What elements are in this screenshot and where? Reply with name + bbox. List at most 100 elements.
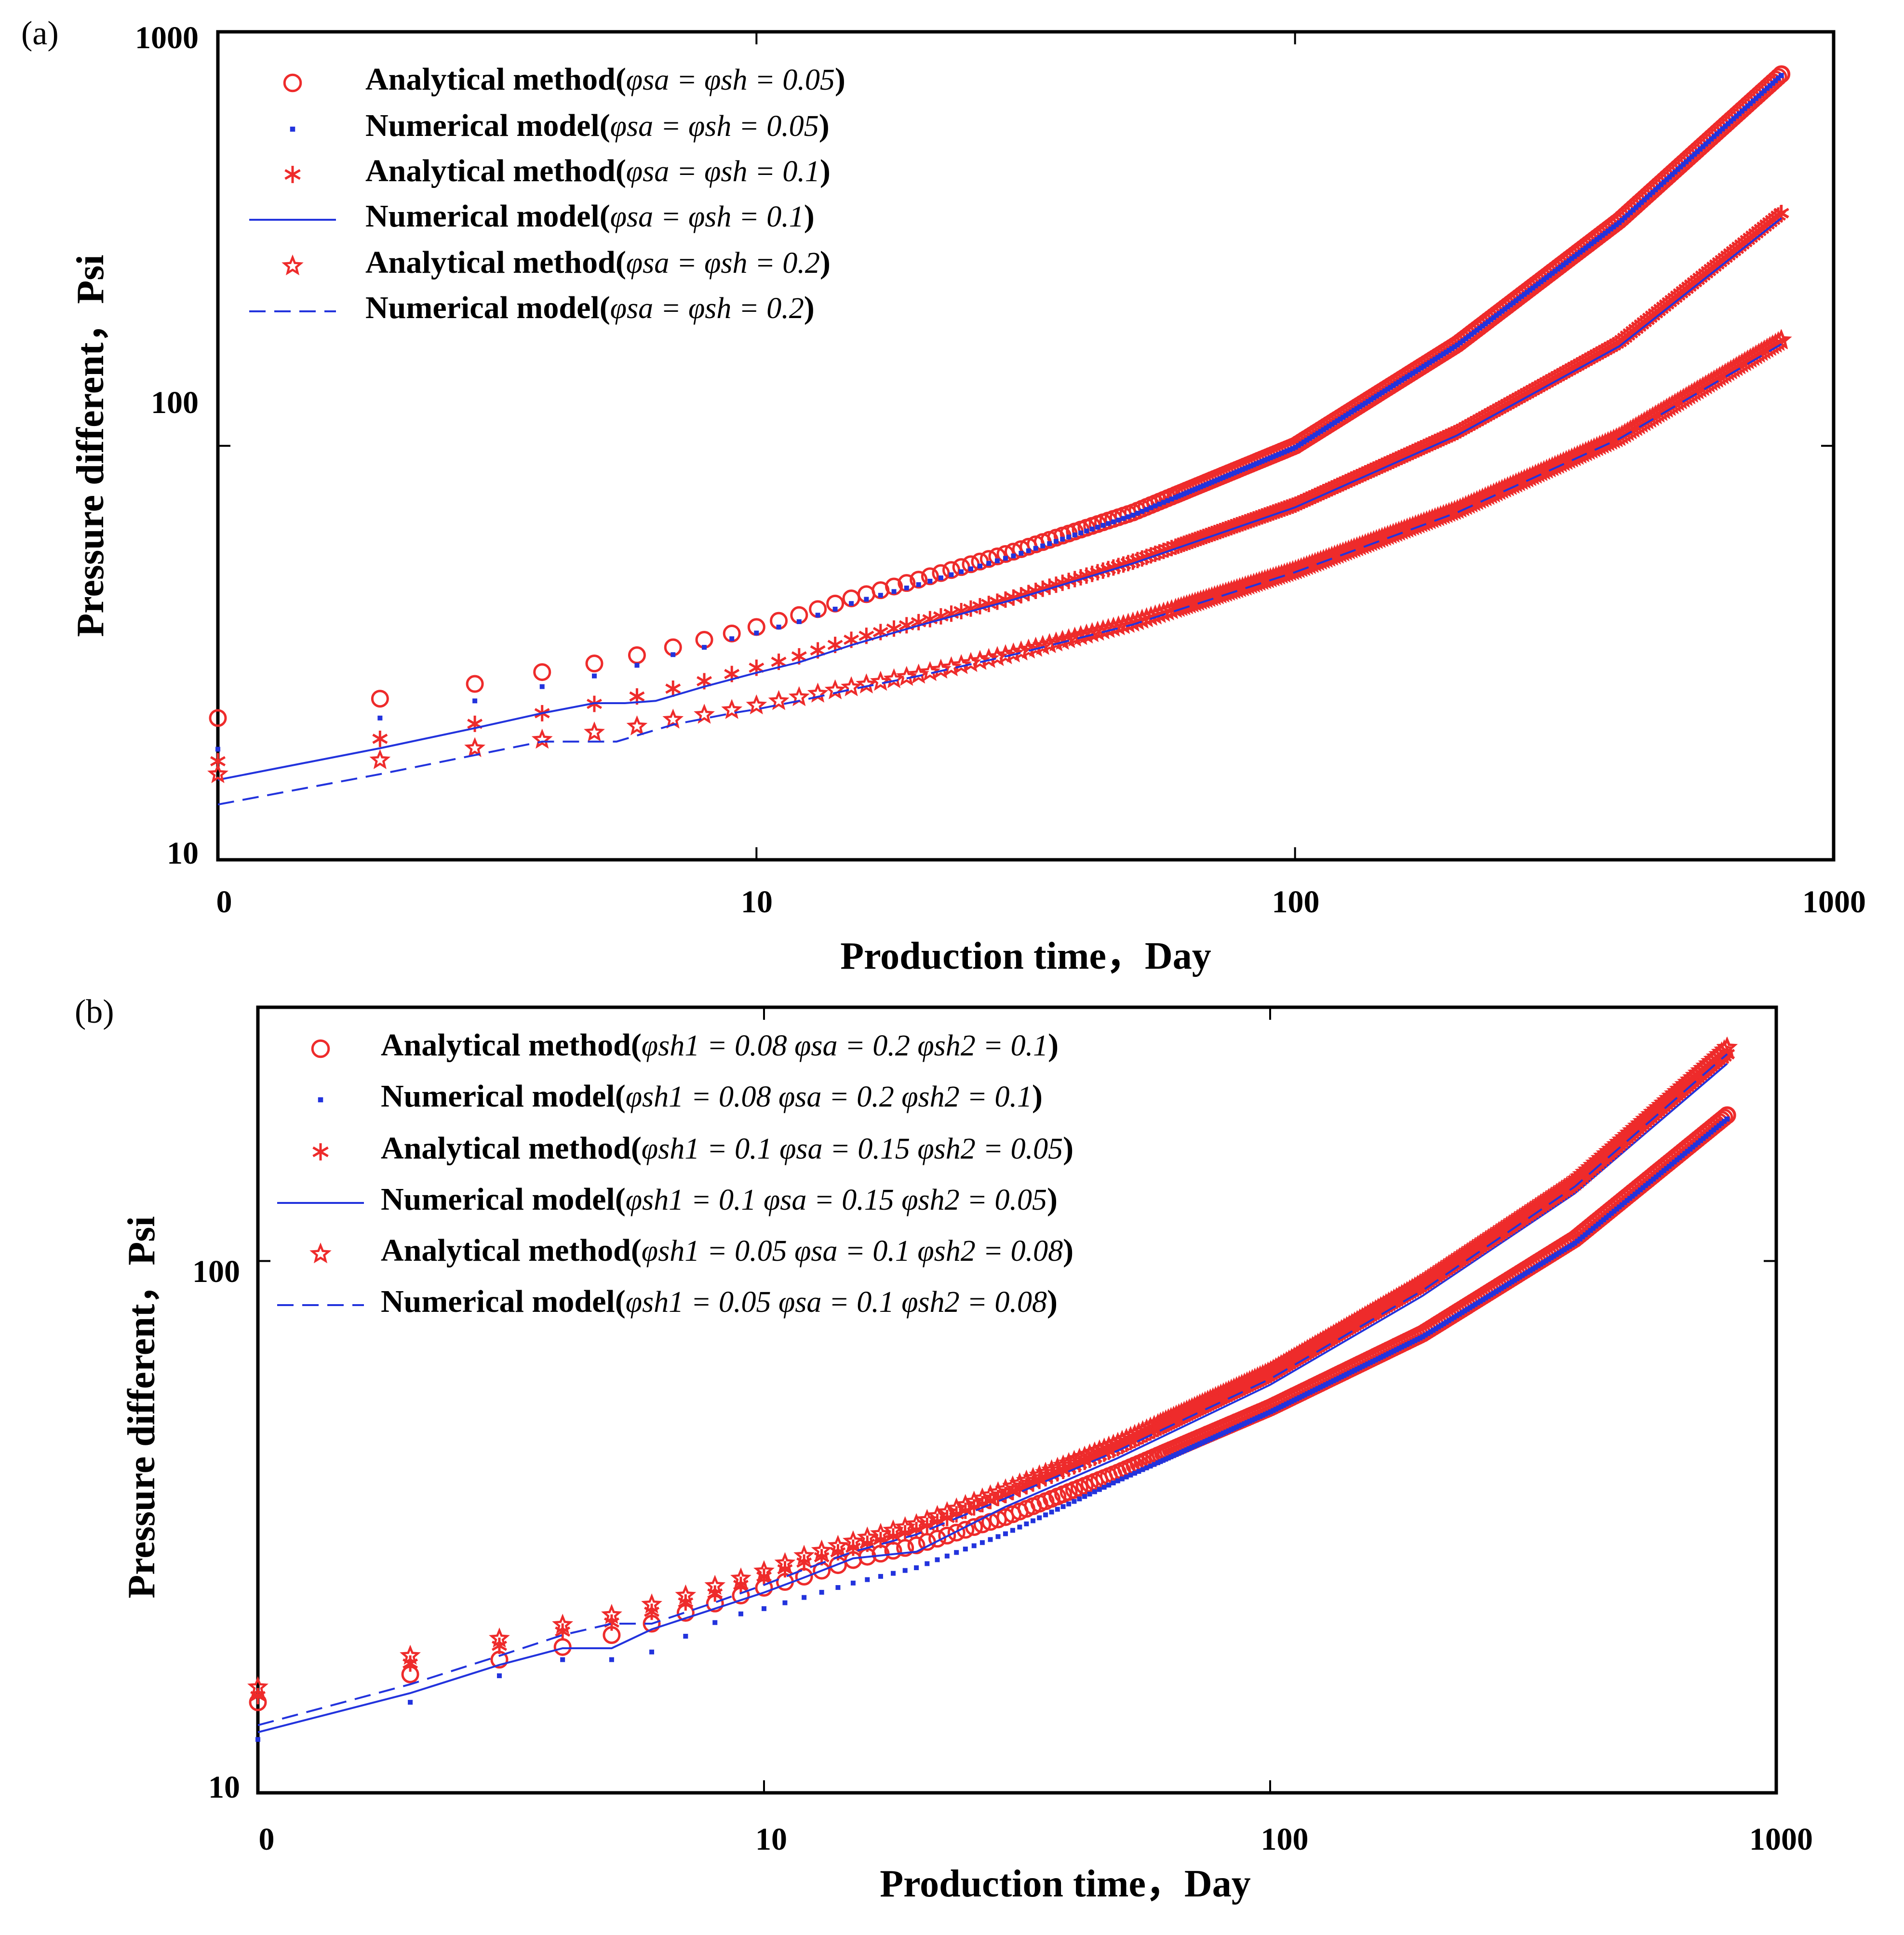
data-point-dot [1642,197,1647,202]
data-point-dot [1463,336,1468,341]
data-point-dot [1276,1405,1281,1411]
data-point-dot [1564,1245,1569,1251]
data-point-dot [1260,459,1265,464]
legend-symbol-numerical-dot [318,1097,323,1103]
data-point-star [207,763,228,784]
data-point-dot [1711,1127,1716,1133]
data-point-dot [1236,1423,1242,1428]
data-point-dot [1770,80,1775,86]
data-point-dot [1488,1292,1493,1297]
data-point-dot [1422,1333,1428,1338]
data-point-dot [1092,1489,1097,1495]
data-point-asterisk [284,166,301,183]
data-point-dot [878,593,883,598]
data-point-star [641,1593,662,1614]
data-point-dot [1764,86,1770,91]
data-point-dot [1513,298,1518,304]
data-point-dot [1197,1441,1203,1446]
data-point-dot [1158,1459,1163,1464]
data-point-dot [1597,235,1602,240]
data-point-dot [1577,1236,1582,1241]
data-point-dot [1324,425,1329,430]
data-point-dot [1100,523,1106,528]
data-point-star [987,1481,1009,1502]
data-point-dot [1082,1494,1087,1499]
data-point-dot [1502,307,1507,312]
data-point-dot [1176,1451,1181,1456]
data-point-dot [1636,202,1641,208]
data-point-dot [1375,1356,1381,1361]
legend-label: Analytical method(φsh1 = 0.08 φsa = 0.2 … [381,1028,1059,1063]
data-point-dot [1310,434,1315,440]
data-point-dot [1176,494,1181,499]
data-point-dot [1664,1166,1669,1171]
data-point-dot [1128,1472,1133,1478]
data-point-dot [1184,1447,1189,1453]
data-point-dot [1779,73,1784,78]
data-point-dot [1723,124,1728,129]
data-point-dot [1279,451,1284,456]
data-point-dot [1681,162,1686,167]
data-point-dot [1144,1465,1149,1470]
data-point-dot [1231,1426,1236,1431]
data-point-star [969,650,991,670]
data-point-dot [1357,1365,1362,1371]
data-point-dot [1352,1368,1357,1373]
data-point-dot [1404,1342,1409,1347]
data-point-dot [977,563,982,569]
legend-label: Numerical model(φsa = φsh = 0.2) [365,290,815,325]
data-point-circle [1715,1108,1733,1127]
data-point-dot [1357,404,1362,409]
data-point-dot [1287,1400,1292,1405]
data-point-dot [1313,432,1318,438]
data-point-dot [1773,78,1778,83]
data-point-circle [973,1515,992,1534]
data-point-dot [1561,262,1566,267]
data-point-dot [1320,1383,1326,1388]
data-point-dot [1268,1409,1273,1415]
data-point-dot [1675,1157,1680,1162]
data-point-dot [1101,1484,1107,1490]
data-point-dot [1682,1151,1688,1156]
data-point-dot [1656,1172,1662,1177]
data-point-dot [1124,1474,1129,1480]
data-point-dot [1512,1278,1517,1283]
data-point-dot [1276,452,1281,457]
data-point-dot [1506,1281,1512,1286]
data-point-dot [1313,1387,1318,1392]
data-point-dot [1679,1153,1685,1158]
data-point-dot [1716,1123,1722,1128]
data-point-dot [1338,416,1343,422]
data-point-dot [1409,1339,1415,1345]
data-point-dot [1504,1282,1509,1288]
data-point-dot [1245,1420,1250,1425]
data-point-dot [1385,387,1390,392]
data-point-dot [1444,349,1449,355]
data-point-star [1029,1464,1050,1484]
data-point-dot [1633,205,1638,210]
data-point-dot [1756,93,1761,99]
data-point-dot [1229,471,1234,477]
data-point-dot [776,625,781,630]
data-point-dot [1160,1458,1166,1463]
data-point-dot [1436,1324,1441,1330]
data-point-dot [1371,395,1376,400]
panel-b-plot-frame [256,1005,1778,1795]
data-point-dot [1547,273,1552,278]
data-point-dot [1572,1241,1577,1246]
data-point-dot [891,589,897,594]
data-point-dot [1611,1209,1617,1214]
data-point-dot [1661,179,1666,185]
data-point-dot [1667,174,1672,180]
data-point-dot [1285,448,1290,454]
data-point-dot [1554,1252,1559,1257]
data-point-dot [1493,1289,1499,1294]
data-point-dot [1516,296,1521,301]
data-point-dot [1477,325,1482,331]
data-point-dot [1157,501,1162,507]
data-point-dot [1728,119,1733,124]
data-point-dot [1066,534,1072,540]
data-point-dot [1543,1258,1549,1264]
data-point-dot [1268,455,1273,461]
data-point-dot [1207,1436,1213,1441]
